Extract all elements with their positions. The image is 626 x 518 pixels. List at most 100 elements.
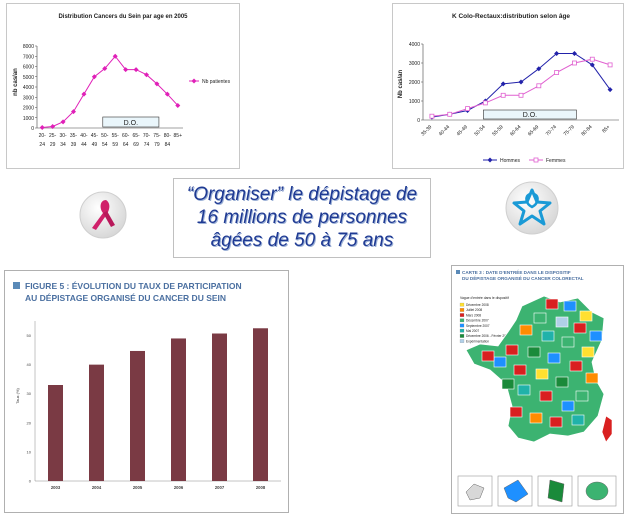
x-tick-label: 64 (123, 142, 129, 148)
map-title-line-2: DU DÉPISTAGE ORGANISÉ DU CANCER COLORECT… (462, 274, 584, 281)
legend-swatch (459, 318, 465, 323)
y-tick-label: 30 (27, 391, 32, 396)
department-patch (561, 336, 575, 348)
x-tick-label: 20- (39, 133, 47, 139)
y-tick-label: 0 (31, 126, 34, 132)
data-point (175, 102, 181, 108)
legend-swatch (459, 339, 465, 343)
x-tick-label: 25- (49, 133, 57, 139)
x-tick-label: 74 (144, 142, 150, 148)
y-axis-label: nb cas/an (13, 68, 19, 96)
series-line-hommes (431, 53, 611, 118)
x-tick-label: 70-74 (545, 124, 558, 137)
x-tick-label: 85+ (174, 133, 183, 139)
x-tick-label: 45- (91, 133, 99, 139)
department-patch (519, 324, 533, 336)
department-patch (493, 356, 507, 368)
department-patch (535, 368, 549, 380)
y-tick-label: 4000 (409, 42, 420, 48)
data-point (50, 123, 56, 129)
colorectal-map-panel: CARTE 3 : DATE D’ENTRÉE DANS LE DISPOSIT… (451, 265, 624, 514)
data-point (500, 81, 506, 87)
x-tick-label: 80- (164, 133, 172, 139)
y-axis-label: Taux (%) (15, 387, 20, 403)
department-patch (509, 406, 523, 418)
x-tick-label: 35-39 (420, 124, 433, 137)
data-point (518, 79, 524, 85)
y-tick-label: 2000 (409, 80, 420, 86)
x-tick-label: 34 (60, 142, 66, 148)
data-point (607, 87, 613, 93)
department-patch (569, 360, 583, 372)
department-patch (561, 400, 575, 412)
x-tick-label: 85+ (601, 124, 611, 134)
x-tick-label: 50-54 (473, 124, 486, 137)
y-axis-label: Nb cas/an (398, 70, 404, 99)
department-patch (533, 312, 547, 324)
bar-2006 (171, 338, 186, 481)
data-point (81, 91, 87, 97)
breast-cancer-age-chart-panel: Distribution Cancers du Sein par age en … (6, 3, 240, 169)
title-marker (13, 282, 20, 289)
legend-swatch (459, 308, 465, 312)
do-annotation-label: D.O. (523, 112, 537, 119)
legend-swatch (459, 328, 465, 333)
department-patch (549, 416, 563, 428)
legend-label: Mars 2008 (466, 313, 481, 317)
data-point (60, 119, 66, 125)
bar-2004 (89, 364, 104, 481)
x-tick-label: 70- (143, 133, 151, 139)
colorectal-age-chart-panel: K Colo-Rectaux:distribution selon âge Nb… (392, 3, 624, 169)
title-marker (456, 270, 460, 274)
x-tick-label: 24 (39, 142, 45, 148)
data-point (102, 66, 108, 72)
colorectal-age-chart: K Colo-Rectaux:distribution selon âge Nb… (398, 13, 619, 164)
x-tick-label: 2004 (92, 485, 102, 490)
legend-label: Femmes (546, 158, 566, 164)
x-tick-label: 40- (80, 133, 88, 139)
x-tick-label: 29 (50, 142, 56, 148)
headline-line-1: “Organiser” le dépistage de (186, 184, 418, 205)
data-point (429, 113, 435, 119)
department-patch (545, 298, 559, 310)
x-tick-label: 54 (102, 142, 108, 148)
y-tick-label: 50 (27, 333, 32, 338)
data-point (154, 81, 160, 87)
data-point (482, 100, 488, 106)
chart-title: Distribution Cancers du Sein par age en … (58, 14, 188, 20)
x-tick-label: 50- (101, 133, 109, 139)
series-line-nb-patientes (42, 55, 179, 128)
corsica (601, 415, 613, 443)
data-point (536, 66, 542, 72)
data-point (447, 111, 453, 117)
overseas-insets (457, 475, 617, 507)
participation-bar-chart: FIGURE 5 : ÉVOLUTION DU TAUX DE PARTICIP… (13, 281, 281, 490)
headline-box: “Organiser” le dépistage de 16 millions … (173, 178, 431, 258)
department-patch (539, 390, 553, 402)
x-tick-label: 40-44 (438, 124, 451, 137)
pink-ribbon-icon (79, 191, 127, 239)
bar-2008 (253, 328, 268, 481)
chart-title: K Colo-Rectaux:distribution selon âge (452, 13, 570, 20)
data-point (144, 72, 149, 78)
data-point (71, 109, 76, 115)
x-tick-label: 2006 (174, 485, 184, 490)
legend-label: Septembre 2007 (466, 324, 490, 328)
data-point (91, 74, 97, 80)
x-tick-label: 30- (59, 133, 67, 139)
x-tick-label: 49 (92, 142, 98, 148)
department-patch (517, 384, 531, 396)
department-patch (547, 352, 561, 364)
department-patch (505, 344, 519, 356)
department-patch (527, 346, 541, 358)
department-patch (541, 330, 555, 342)
participation-bar-chart-panel: FIGURE 5 : ÉVOLUTION DU TAUX DE PARTICIP… (4, 270, 289, 513)
data-point (465, 106, 470, 111)
do-annotation-label: D.O. (124, 120, 138, 127)
chart-title-line-1: FIGURE 5 : ÉVOLUTION DU TAUX DE PARTICIP… (25, 281, 242, 291)
x-tick-label: 79 (154, 142, 160, 148)
department-patch (575, 390, 589, 402)
legend-marker (191, 78, 197, 84)
legend-label: Mai 2007 (466, 329, 479, 333)
legend-label: Nb patientes (202, 79, 231, 85)
